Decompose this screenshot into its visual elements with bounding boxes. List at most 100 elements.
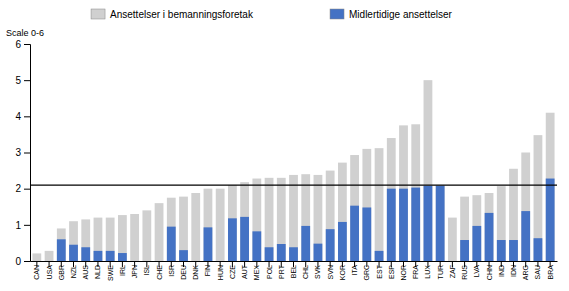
y-tick-mark [24,80,30,81]
x-tick-label: ZAF [449,265,456,278]
bar [375,251,384,261]
legend: Ansettelser i bemanningsforetak Midlertid… [91,9,452,20]
y-tick: 3 [15,147,30,158]
marks [30,80,557,261]
x-tick: NOR [400,261,407,281]
x-tick-label: SWE [107,265,114,281]
x-tick-label: SVK [314,265,321,279]
x-tick: KOR [339,261,346,280]
y-tick-mark [24,225,30,226]
bar [216,189,225,261]
x-tick-label: IDN [510,265,517,277]
x-tick-label: JPN [131,265,138,278]
bar [265,178,274,261]
x-tick-label: CHE [156,265,163,280]
y-tick: 2 [15,183,30,194]
bar [118,215,127,261]
bar [301,226,310,261]
x-tick: NLD [94,261,101,279]
x-tick-label: MEX [253,265,260,281]
x-tick-label: EST [376,264,383,278]
x-tick: TUR [437,261,444,279]
x-tick-label: CHL [302,265,309,279]
x-tick: CHL [302,261,309,279]
x-tick: LUX [424,261,431,279]
bar [277,244,286,261]
bar [448,218,457,261]
x-axis: CANUSAGBRNZLAUSNLDSWEIRLJPNISLCHEISRDEUD… [31,261,558,281]
bar [534,135,543,261]
x-tick: JPN [131,261,138,278]
x-tick: DNK [192,261,199,280]
bar [179,197,188,261]
bar [57,239,66,261]
x-tick: FIN [204,261,211,276]
bar [228,185,237,261]
bar [521,211,530,261]
x-tick-label: ISR [168,265,175,277]
bar [179,250,188,261]
legend-item: Ansettelser i bemanningsforetak [91,9,254,20]
x-tick-label: GBR [58,265,65,280]
bar [252,179,261,261]
x-tick-label: USA [46,265,53,280]
bar [534,238,543,261]
bar [362,207,371,261]
bar [326,229,335,261]
bar [424,186,433,261]
chart: Ansettelser i bemanningsforetak Midlertid… [0,0,569,291]
bar-series [57,179,555,261]
x-tick-label: PRT [278,264,285,279]
legend-label: Midlertidige ansettelser [349,9,452,20]
bar [546,179,555,261]
bar [375,148,384,261]
bar [94,251,103,261]
x-tick: CZE [229,261,236,279]
x-tick: EST [376,261,383,279]
x-tick-label: ESP [388,265,395,279]
x-tick-label: CAN [33,265,40,280]
x-tick: ITA [351,261,358,275]
y-tick-mark [24,189,30,190]
y-tick-label: 5 [15,75,21,86]
legend-label: Ansettelser i bemanningsforetak [110,9,254,20]
x-tick-label: LVA [473,265,480,278]
y-tick-mark [24,116,30,117]
x-tick: RUS [461,261,468,280]
x-tick: NZL [70,261,77,278]
y-tick: 1 [15,220,30,231]
x-tick-label: POL [266,265,273,279]
bar [277,178,286,261]
y-label: Scale 0-6 [6,28,44,38]
x-tick: CAN [33,261,40,280]
x-tick: LVA [473,261,480,277]
y-tick-label: 6 [15,39,21,50]
x-tick-label: FIN [204,265,211,276]
x-tick: SVN [327,261,334,279]
bar [338,222,347,261]
bar [265,247,274,261]
bar [460,197,469,261]
x-tick-label: DNK [192,265,199,280]
bar [411,188,420,261]
bar [81,219,90,261]
x-tick-label: KOR [339,265,346,280]
bar [436,186,445,261]
bar [167,227,176,261]
bar [167,198,176,261]
x-tick-label: CZE [229,265,236,279]
x-tick-label: ISL [143,265,150,276]
x-tick-label: IND [498,265,505,277]
bar [57,228,66,261]
x-tick: GBR [58,261,65,280]
bar [45,251,54,261]
x-tick: BEL [290,261,297,278]
bar [448,261,457,262]
x-tick-label: TUR [437,265,444,279]
x-tick: ISR [168,261,175,277]
bar [106,218,115,261]
y-tick: 0 [15,256,30,267]
x-tick-label: CHN [485,265,492,280]
bar [326,171,335,261]
x-tick: FRA [412,261,419,279]
